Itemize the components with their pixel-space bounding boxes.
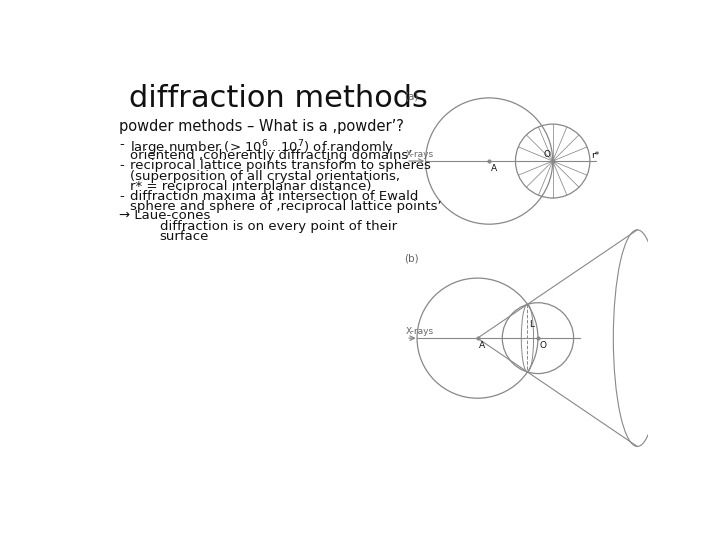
Text: surface: surface	[160, 231, 209, 244]
Text: L: L	[529, 320, 534, 329]
Text: powder methods – What is a ‚powder’?: powder methods – What is a ‚powder’?	[120, 119, 405, 134]
Text: (b): (b)	[404, 253, 418, 264]
Text: -: -	[120, 190, 125, 202]
Text: X-rays: X-rays	[406, 150, 434, 159]
Text: X-rays: X-rays	[406, 327, 434, 336]
Text: sphere and sphere of ‚reciprocal lattice points’: sphere and sphere of ‚reciprocal lattice…	[130, 200, 442, 213]
Text: -: -	[120, 159, 125, 172]
Text: (superposition of all crystal orientations,: (superposition of all crystal orientatio…	[130, 170, 400, 183]
Text: r*: r*	[591, 151, 600, 159]
Text: diffraction is on every point of their: diffraction is on every point of their	[160, 220, 397, 233]
Text: O: O	[539, 341, 546, 350]
Text: r* = reciprocal interplanar distance): r* = reciprocal interplanar distance)	[130, 180, 372, 193]
Text: reciprocal lattice points transform to spheres: reciprocal lattice points transform to s…	[130, 159, 431, 172]
Text: O: O	[544, 150, 550, 159]
Text: A: A	[479, 341, 485, 350]
Text: diffraction methods: diffraction methods	[129, 84, 428, 113]
Text: diffraction maxima at intersection of Ewald: diffraction maxima at intersection of Ew…	[130, 190, 418, 202]
Text: (a): (a)	[404, 92, 418, 102]
Text: orientend ‚coherently diffracting domains’: orientend ‚coherently diffracting domain…	[130, 148, 413, 162]
Text: A: A	[490, 164, 497, 173]
Text: → Laue-cones: → Laue-cones	[120, 209, 211, 222]
Text: large number (> $10^6$...$10^7$) of randomly: large number (> $10^6$...$10^7$) of rand…	[130, 138, 395, 158]
Text: -: -	[120, 138, 125, 151]
